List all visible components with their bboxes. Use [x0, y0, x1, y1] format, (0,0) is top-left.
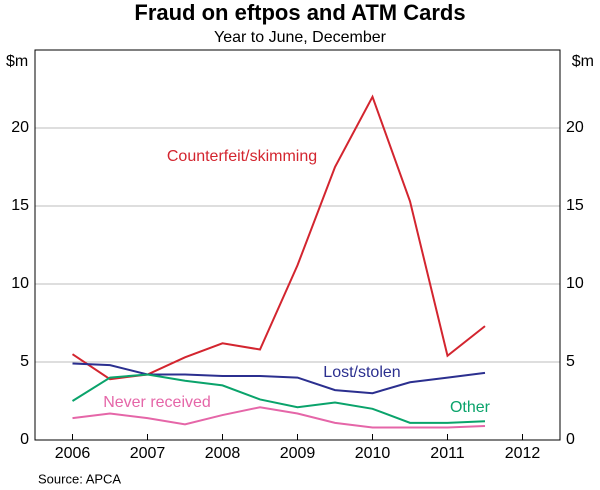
series-label: Counterfeit/skimming: [167, 148, 317, 165]
source: Source: APCA: [38, 471, 121, 486]
y2-tick-label: 0: [566, 431, 575, 448]
y2-tick-label: 15: [566, 197, 584, 214]
y-tick-label: 5: [20, 353, 29, 370]
y-axis-label: $m: [6, 53, 28, 70]
series-label: Lost/stolen: [323, 364, 400, 381]
y2-tick-label: 5: [566, 353, 575, 370]
x-tick-label: 2010: [355, 445, 391, 462]
x-tick-label: 2009: [280, 445, 316, 462]
y2-tick-label: 20: [566, 119, 584, 136]
series-line: [71, 373, 486, 424]
series-line: [72, 362, 486, 395]
series-label: Never received: [103, 394, 211, 411]
y-tick-label: 15: [11, 197, 29, 214]
y2-tick-label: 10: [566, 275, 584, 292]
x-tick-label: 2011: [430, 445, 465, 462]
series-line: [71, 94, 486, 381]
x-tick-label: 2012: [505, 445, 541, 462]
x-tick-label: 2008: [205, 445, 241, 462]
x-tick-label: 2006: [55, 445, 91, 462]
y2-axis-label: $m: [572, 53, 594, 70]
chart-title: Fraud on eftpos and ATM Cards: [134, 0, 465, 25]
y-tick-label: 10: [11, 275, 29, 292]
y-tick-label: 0: [20, 431, 29, 448]
x-tick-label: 2007: [130, 445, 166, 462]
series-line: [72, 406, 486, 429]
y-tick-label: 20: [11, 119, 29, 136]
chart-subtitle: Year to June, December: [214, 29, 387, 46]
series-label: Other: [450, 399, 491, 416]
plot-frame: [34, 49, 561, 441]
